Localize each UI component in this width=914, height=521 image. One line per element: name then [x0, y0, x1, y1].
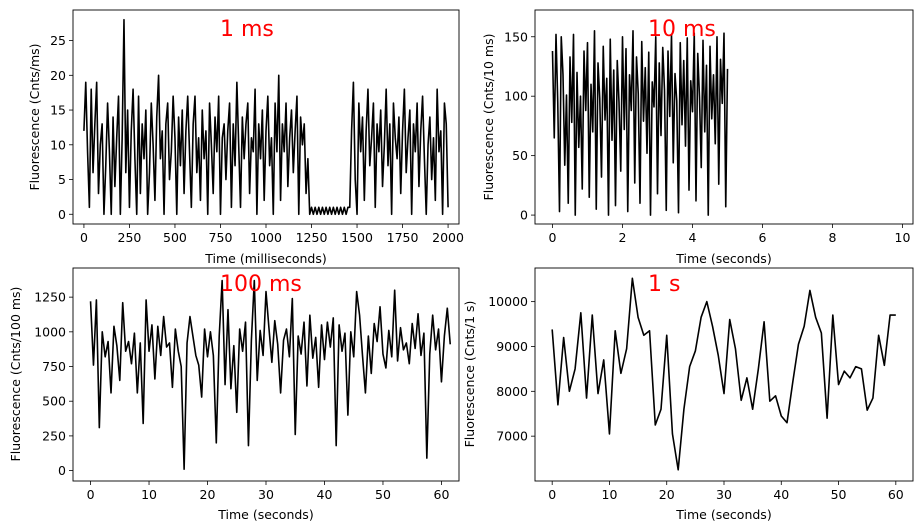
panel-1s-xtick-label: 0: [548, 487, 556, 502]
panel-1ms-xtick-label: 1000: [250, 230, 282, 245]
panel-10ms-xlabel: Time (seconds): [675, 251, 771, 266]
panel-1s-frame: [534, 267, 914, 482]
panel-1ms-xtick-label: 0: [80, 230, 88, 245]
panel-1ms-ticks: 0 250 500 750 1000 1250 1500 1750 2000 0 5 10 15 20 25: [50, 33, 464, 245]
panel-100ms-xlabel: Time (seconds): [217, 507, 313, 521]
panel-10ms-ytick-label: 0: [520, 208, 528, 223]
panel-1s-xtick-label: 40: [773, 487, 789, 502]
panel-1s-annotation: 1 s: [648, 272, 680, 297]
panel-10ms-xtick-label: 8: [829, 230, 837, 245]
panel-10ms-series-line-0: [551, 30, 729, 216]
panel-10ms-annotation: 10 ms: [648, 17, 716, 42]
panel-100ms-ytick-label: 1000: [34, 324, 66, 339]
panel-100ms-ticks: 0 10 20 30 40 50 60 0 250 500 750 1000 1250: [34, 290, 449, 502]
panel-1ms-xtick-label: 250: [118, 230, 142, 245]
panel-1ms-xtick-label: 750: [209, 230, 233, 245]
panel-1ms-xtick-label: 1500: [341, 230, 373, 245]
panel-1ms-series-line-0: [83, 18, 449, 216]
panel-1s-series-line-0: [551, 277, 896, 471]
panel-1s-plot: [551, 277, 896, 471]
panel-1ms-ytick-label: 25: [50, 33, 66, 48]
panel-100ms-series-line-0: [89, 279, 452, 471]
panel-10ms-xtick-label: 4: [689, 230, 697, 245]
panel-1s: 0 10 20 30 40 50 60 7000 8000 9000 10000 1 s Time …: [462, 267, 914, 521]
panel-100ms-ytick-label: 750: [42, 359, 66, 374]
panel-100ms-ytick-label: 500: [42, 394, 66, 409]
panel-1s-xtick-label: 60: [888, 487, 904, 502]
panel-10ms-plot: [551, 30, 729, 216]
panel-10ms-ylabel: Fluorescence (Cnts/10 ms): [481, 34, 496, 201]
panel-1ms: 0 250 500 750 1000 1250 1500 1750 2000 0 5 10 15 20 25…: [27, 9, 464, 266]
panel-1ms-ytick-label: 0: [58, 207, 66, 222]
panel-1s-xtick-label: 10: [602, 487, 618, 502]
panel-1s-xtick-label: 30: [716, 487, 732, 502]
panel-100ms: 0 10 20 30 40 50 60 0 250 500 750 1000 1250 100 ms T…: [8, 267, 460, 521]
panel-1ms-frame: [72, 9, 460, 225]
panel-10ms-ytick-label: 100: [504, 89, 528, 104]
panel-100ms-ytick-label: 0: [58, 463, 66, 478]
panel-100ms-ytick-label: 250: [42, 428, 66, 443]
panel-10ms-xtick-label: 0: [549, 230, 557, 245]
panel-100ms-xtick-label: 10: [141, 487, 157, 502]
panel-1ms-ytick-label: 10: [50, 137, 66, 152]
panel-1ms-xtick-label: 1750: [387, 230, 419, 245]
panel-100ms-xtick-label: 60: [434, 487, 450, 502]
panel-100ms-xtick-label: 40: [317, 487, 333, 502]
panel-1ms-ylabel: Fluorescence (Cnts/ms): [27, 43, 42, 190]
panel-1ms-ytick-label: 5: [58, 172, 66, 187]
panel-10ms-xtick-label: 10: [895, 230, 911, 245]
panel-10ms-ytick-label: 50: [512, 148, 528, 163]
panel-1ms-ytick-label: 20: [50, 68, 66, 83]
panel-100ms-annotation: 100 ms: [220, 272, 302, 297]
panel-1ms-xlabel: Time (milliseconds): [204, 251, 326, 266]
panel-1s-ytick-label: 10000: [488, 294, 528, 309]
panel-100ms-frame: [72, 267, 460, 482]
panel-1s-ticks: 0 10 20 30 40 50 60 7000 8000 9000 10000: [488, 294, 904, 502]
panel-1ms-xtick-label: 1250: [296, 230, 328, 245]
panel-100ms-ylabel: Fluorescence (Cnts/100 ms): [8, 287, 23, 462]
panel-1s-ytick-label: 9000: [496, 339, 528, 354]
panel-100ms-ytick-label: 1250: [34, 290, 66, 305]
panel-1ms-plot: [83, 18, 449, 216]
panel-10ms-frame: [534, 9, 914, 225]
panel-100ms-xtick-label: 0: [87, 487, 95, 502]
panel-1s-xtick-label: 20: [659, 487, 675, 502]
panel-1s-ytick-label: 8000: [496, 384, 528, 399]
panel-1s-xlabel: Time (seconds): [675, 507, 771, 521]
panel-1s-xtick-label: 50: [831, 487, 847, 502]
panel-1ms-xtick-label: 500: [163, 230, 187, 245]
panel-100ms-plot: [89, 279, 452, 471]
panel-1ms-xtick-label: 2000: [432, 230, 464, 245]
panel-10ms-ytick-label: 150: [504, 29, 528, 44]
panel-1ms-ytick-label: 15: [50, 103, 66, 118]
panel-10ms-xtick-label: 6: [759, 230, 767, 245]
panel-1s-ytick-label: 7000: [496, 429, 528, 444]
panel-100ms-xtick-label: 30: [258, 487, 274, 502]
panel-1s-ylabel: Fluorescence (Cnts/1 s): [462, 301, 477, 448]
panel-100ms-xtick-label: 20: [200, 487, 216, 502]
panel-10ms-xtick-label: 2: [619, 230, 627, 245]
panel-100ms-xtick-label: 50: [375, 487, 391, 502]
panel-1ms-annotation: 1 ms: [220, 17, 274, 42]
